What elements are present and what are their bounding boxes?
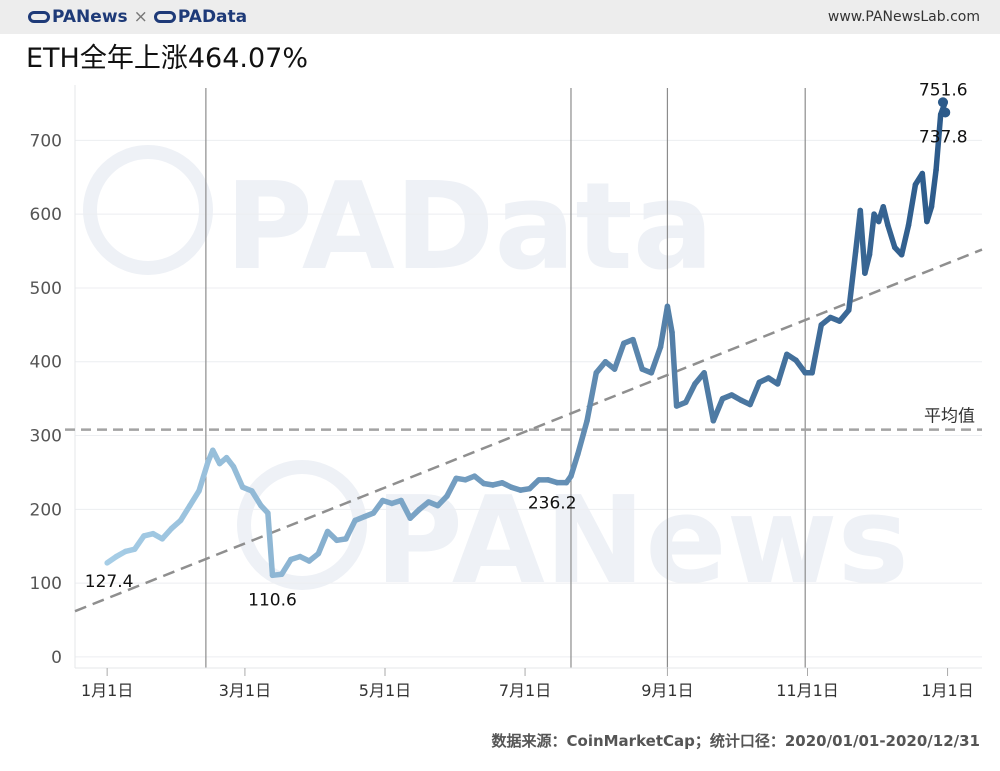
site-url: www.PANewsLab.com — [827, 9, 980, 25]
y-tick-label: 300 — [30, 427, 62, 447]
data-label: 751.6 — [919, 80, 968, 100]
padata-logo-icon — [153, 11, 176, 23]
chart-title: ETH全年上涨464.07% — [26, 43, 308, 74]
watermark-padata: PAData — [225, 158, 714, 297]
watermark-panews: PANews — [375, 472, 909, 611]
price-line-segment — [747, 379, 763, 408]
price-line-segment — [398, 497, 413, 521]
average-label: 平均值 — [924, 407, 975, 427]
y-tick-label: 500 — [30, 279, 62, 299]
price-line-segment — [866, 211, 877, 258]
price-line-segment — [265, 510, 276, 579]
data-label: 127.4 — [85, 572, 134, 592]
end-point-marker — [937, 97, 948, 108]
price-line-segment — [880, 204, 891, 228]
price-line-segment — [278, 556, 294, 578]
price-line-segment — [846, 248, 859, 313]
brand-separator: × — [133, 7, 148, 27]
price-line-segment — [701, 370, 717, 424]
price-line-segment — [611, 340, 627, 372]
x-tick-label: 5月1日 — [359, 681, 411, 700]
data-source-note: 数据来源：CoinMarketCap；统计口径：2020/01/01-2020/… — [491, 732, 981, 750]
price-line-segment — [664, 303, 675, 335]
watermark-logo-icon — [83, 145, 213, 275]
brand-left: PANews — [52, 7, 128, 27]
vline-layer — [205, 88, 806, 668]
price-line-segment — [630, 336, 645, 372]
price-line-segment — [315, 528, 331, 557]
brand-logo: PANews × PAData — [28, 7, 247, 27]
end-point-marker — [940, 107, 951, 118]
x-tick-label: 11月1日 — [776, 681, 839, 700]
price-line-segment — [177, 502, 193, 524]
price-line-segment — [343, 517, 358, 542]
watermark-logo-icon — [237, 460, 367, 590]
price-line-segment — [857, 207, 868, 276]
price-line-segment — [575, 418, 590, 457]
price-line-segment — [249, 488, 264, 509]
brand-right: PAData — [177, 7, 248, 27]
price-line-segment — [444, 475, 459, 499]
y-tick-label: 200 — [30, 500, 62, 520]
x-tick-label: 7月1日 — [499, 681, 551, 700]
price-line-segment — [905, 181, 919, 228]
panews-logo-icon — [28, 11, 50, 23]
price-line-segment — [933, 111, 944, 173]
price-line-segment — [568, 451, 581, 479]
price-line-segment — [928, 167, 939, 210]
price-line-segment — [774, 351, 790, 387]
price-line-segment — [648, 344, 664, 376]
label-layer: 127.4 110.6 236.2 751.6 737.8 — [85, 80, 968, 610]
price-line-segment — [862, 251, 873, 276]
series-layer — [104, 97, 951, 579]
watermark-layer: PAData PANews — [83, 145, 909, 611]
price-line-segment — [669, 329, 680, 409]
x-tick-label: 3月1日 — [219, 681, 271, 700]
price-line-segment — [885, 222, 898, 251]
price-line-segment — [584, 370, 599, 424]
y-tick-label: 100 — [30, 574, 62, 594]
price-line-segment — [230, 463, 246, 490]
y-tick-label: 0 — [51, 648, 62, 668]
trend-line — [74, 248, 983, 613]
price-line-segment — [919, 170, 930, 225]
price-line-segment — [710, 395, 726, 424]
price-line-segment — [898, 222, 912, 258]
y-tick-label: 400 — [30, 353, 62, 373]
x-tick-label: 1月1日 — [81, 681, 133, 700]
price-line-segment — [809, 322, 825, 376]
y-tick-label: 600 — [30, 205, 62, 225]
x-tick-label: 9月1日 — [641, 681, 693, 700]
reference-lines: 平均值 — [65, 248, 983, 613]
x-tick-label: 1月1日 — [921, 681, 973, 700]
data-label: 236.2 — [528, 494, 577, 514]
grid-layer — [75, 139, 982, 658]
price-line-segment — [196, 458, 211, 494]
y-tick-label: 700 — [30, 131, 62, 151]
data-label: 737.8 — [919, 127, 968, 147]
price-line-segment — [683, 381, 698, 406]
data-label: 110.6 — [248, 590, 297, 610]
axis-layer: 0 100 200 300 400 500 600 700 1月1日 3月1日 5月1日 7月1日 9月… — [30, 85, 982, 700]
top-bar: PANews × PAData www.PANewsLab.com — [0, 0, 1000, 34]
price-line-segment — [187, 488, 202, 509]
